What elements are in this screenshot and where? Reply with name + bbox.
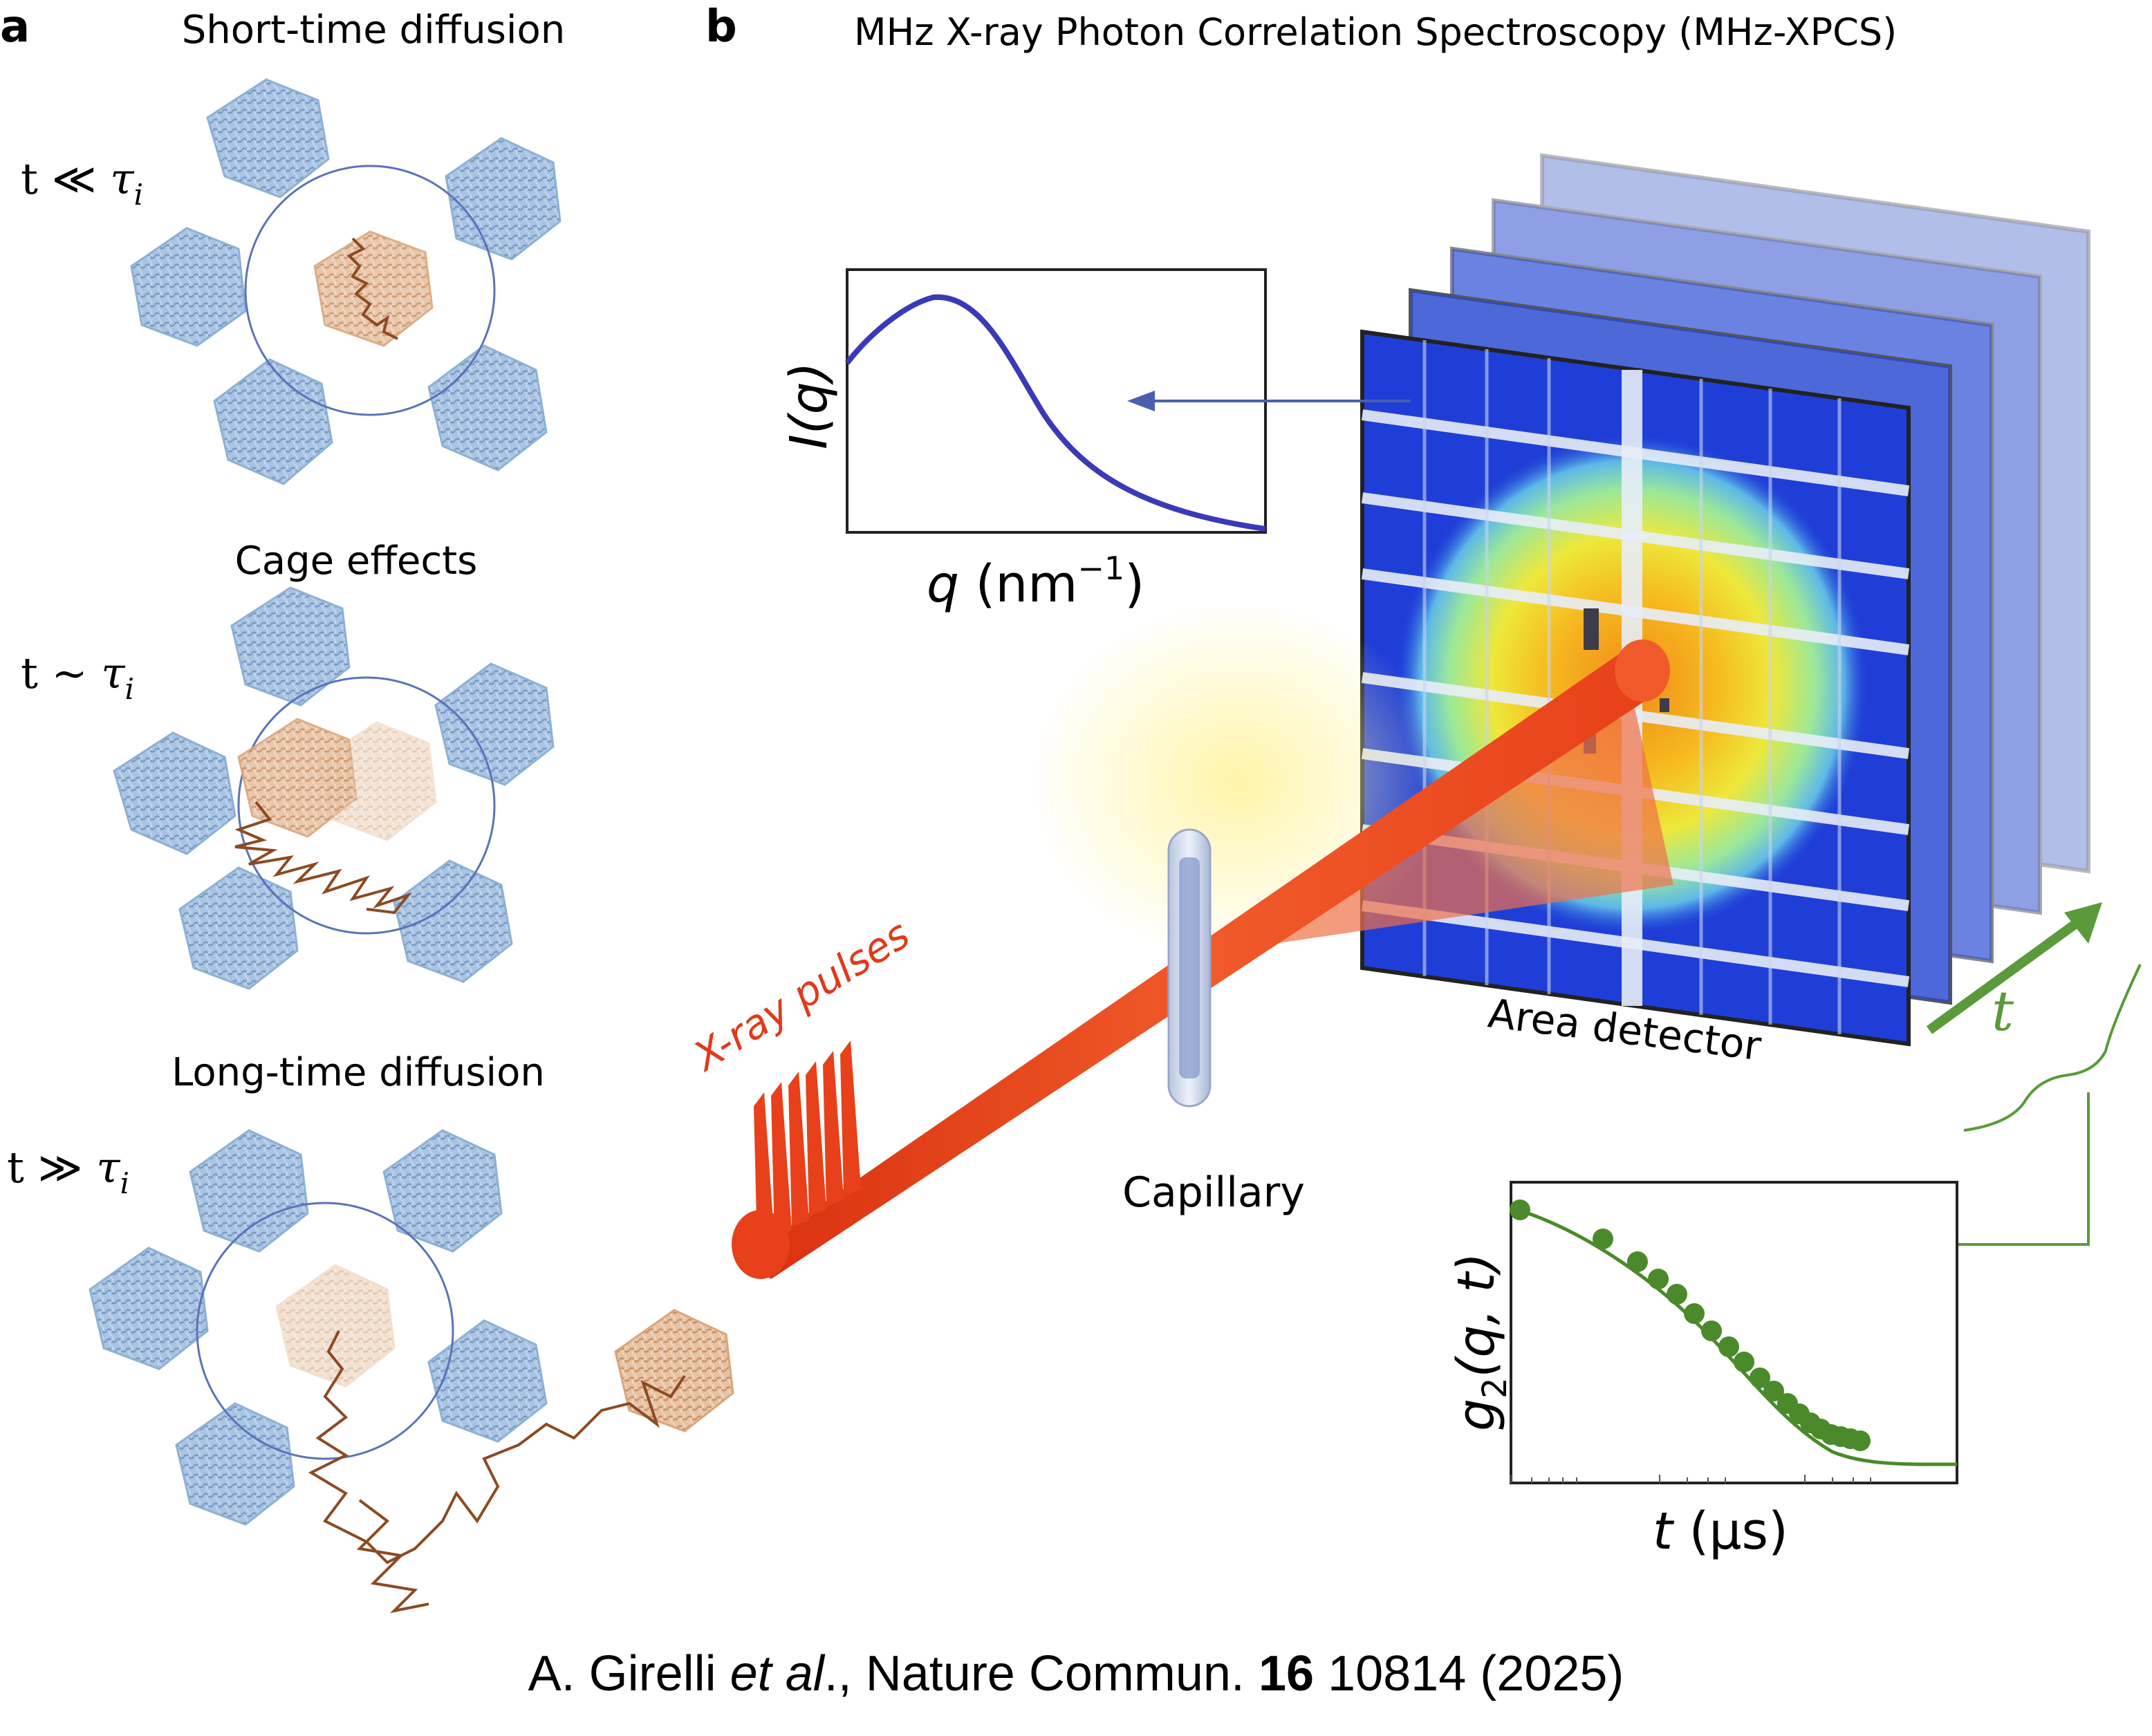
protein-orange — [614, 1309, 734, 1432]
data-point — [1684, 1303, 1705, 1324]
protein-blue — [382, 1129, 503, 1253]
regime-label-long: t ≫ τi — [7, 1142, 129, 1200]
long-time-scene — [89, 1129, 734, 1614]
data-point — [1718, 1336, 1739, 1357]
panel-b-letter: b — [705, 1, 737, 53]
iq-curve — [844, 294, 1266, 532]
data-point — [1667, 1284, 1687, 1305]
regime-label-cage: t ~ τi — [21, 648, 134, 706]
cage-circle — [237, 676, 496, 935]
data-point — [1763, 1381, 1784, 1401]
detector-to-iq-arrow — [1127, 391, 1411, 411]
data-point — [1593, 1229, 1613, 1249]
iq-plot: I(q) q (nm−1) — [779, 268, 1267, 614]
protein-blue — [130, 227, 247, 347]
g2-x-ticks — [1510, 1475, 1871, 1483]
cage-circle — [196, 1202, 454, 1460]
protein-blue — [178, 866, 299, 990]
protein-orange — [313, 230, 434, 347]
trajectory — [356, 1499, 429, 1614]
protein-blue — [427, 1319, 548, 1443]
protein-blue — [113, 731, 236, 855]
long-time-title: Long-time diffusion — [171, 1050, 545, 1095]
protein-blue — [427, 344, 548, 472]
panel-a-letter: a — [0, 1, 30, 53]
panel-b-title: MHz X-ray Photon Correlation Spectroscop… — [854, 10, 1897, 54]
trajectory — [346, 237, 398, 340]
protein-orange-ghost — [275, 1264, 396, 1388]
g2-points — [1510, 1200, 1871, 1451]
data-point — [1648, 1269, 1669, 1289]
capillary — [1167, 828, 1212, 1108]
protein-blue — [213, 358, 333, 485]
time-axis-label: t — [1992, 979, 2014, 1043]
data-point — [1701, 1320, 1722, 1341]
time-arrow — [1926, 902, 2102, 1034]
cage-scene — [113, 586, 555, 990]
regime-label-short: t ≪ τi — [21, 153, 143, 212]
protein-blue — [175, 1402, 295, 1526]
protein-blue — [445, 137, 562, 261]
g2-xlabel: t (µs) — [1653, 1502, 1788, 1561]
iq-ylabel: I(q) — [779, 362, 839, 449]
protein-blue — [206, 78, 330, 198]
protein-orange-ghost — [317, 721, 437, 841]
trajectory — [308, 1330, 686, 1565]
protein-blue — [89, 1247, 209, 1370]
short-time-scene — [130, 78, 562, 485]
trajectory — [234, 801, 412, 915]
data-point — [1627, 1251, 1648, 1272]
cage-circle — [244, 165, 496, 416]
xray-pulses-label: X-ray pulses — [684, 911, 918, 1081]
beam-end — [1615, 640, 1670, 702]
protein-blue — [434, 662, 555, 786]
xray-pulse-train — [754, 1040, 861, 1248]
data-point — [1510, 1200, 1530, 1220]
g2-ylabel: g2(q, t) — [1447, 1253, 1514, 1431]
protein-orange — [237, 718, 358, 838]
protein-blue — [189, 1129, 309, 1253]
capillary-label: Capillary — [1122, 1168, 1305, 1217]
data-point — [1850, 1430, 1871, 1451]
data-point — [1750, 1368, 1770, 1388]
protein-blue — [393, 859, 513, 983]
time-brace — [1963, 964, 2142, 1132]
iq-xlabel: q (nm−1) — [927, 550, 1144, 614]
g2-plot: g2(q, t) t (µs) — [1447, 1181, 1958, 1561]
protein-blue — [230, 586, 351, 707]
data-point — [1734, 1352, 1754, 1372]
short-time-title: Short-time diffusion — [182, 8, 565, 53]
cage-effects-title: Cage effects — [235, 539, 478, 584]
citation: A. Girelli et al., Nature Commun. 16 108… — [528, 1646, 1624, 1701]
